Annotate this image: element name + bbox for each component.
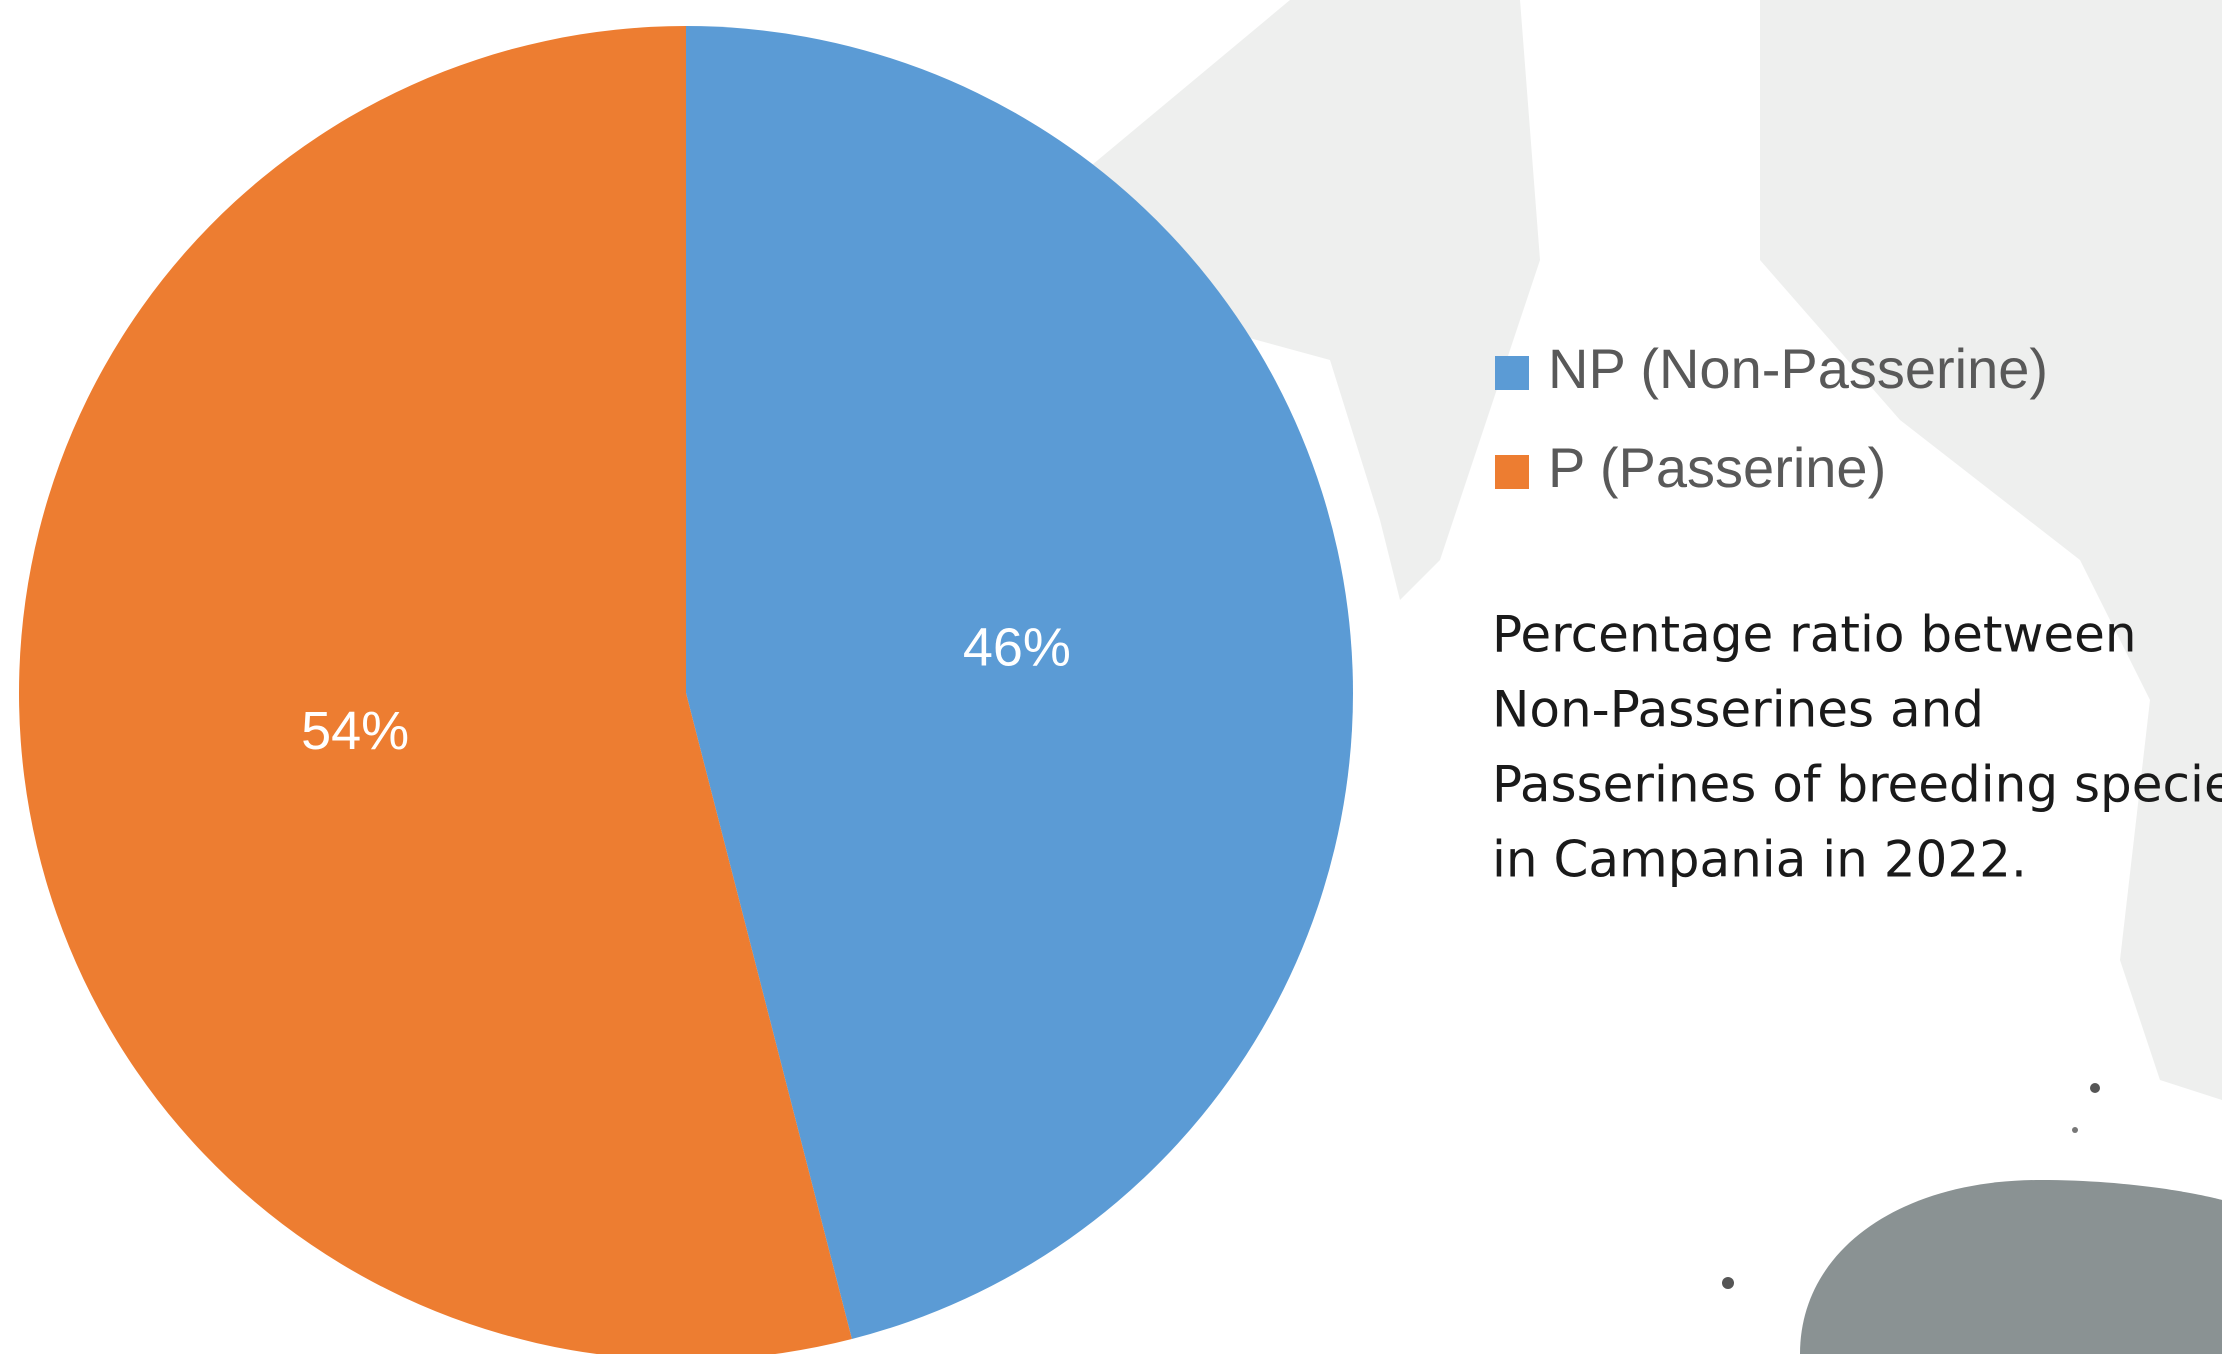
legend-swatch: [1495, 455, 1529, 489]
legend-label: NP (Non-Passerine): [1548, 337, 2048, 400]
value-label: 54%: [301, 701, 409, 761]
pie-slice: [18, 26, 852, 1358]
pie-slice: [686, 26, 1353, 1340]
pie: 46% 54%: [18, 26, 1353, 1358]
caption: Percentage ratio between Non-Passerines a…: [1492, 606, 2222, 889]
caption-line: Passerines of breeding species: [1492, 756, 2222, 814]
value-label: 46%: [963, 617, 1071, 677]
legend: NP (Non-Passerine) P (Passerine): [1495, 337, 2048, 499]
legend-label: P (Passerine): [1548, 436, 1886, 499]
caption-line: in Campania in 2022.: [1492, 831, 2027, 889]
legend-swatch: [1495, 356, 1529, 390]
background-decoration: [1000, 0, 2222, 1354]
caption-line: Non-Passerines and: [1492, 681, 1984, 739]
caption-line: Percentage ratio between: [1492, 606, 2137, 664]
